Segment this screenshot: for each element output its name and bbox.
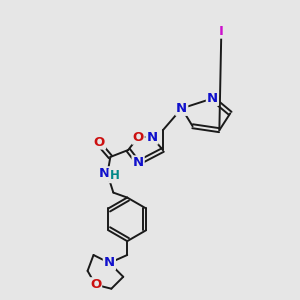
Text: N: N [104,256,115,269]
Text: N: N [176,102,187,115]
Text: O: O [133,130,144,144]
Text: N: N [133,156,144,170]
Text: I: I [219,25,224,38]
Text: N: N [207,92,218,105]
Text: N: N [146,130,158,144]
Text: O: O [94,136,105,148]
Text: O: O [90,278,101,291]
Text: H: H [110,169,119,182]
Text: N: N [99,167,110,180]
